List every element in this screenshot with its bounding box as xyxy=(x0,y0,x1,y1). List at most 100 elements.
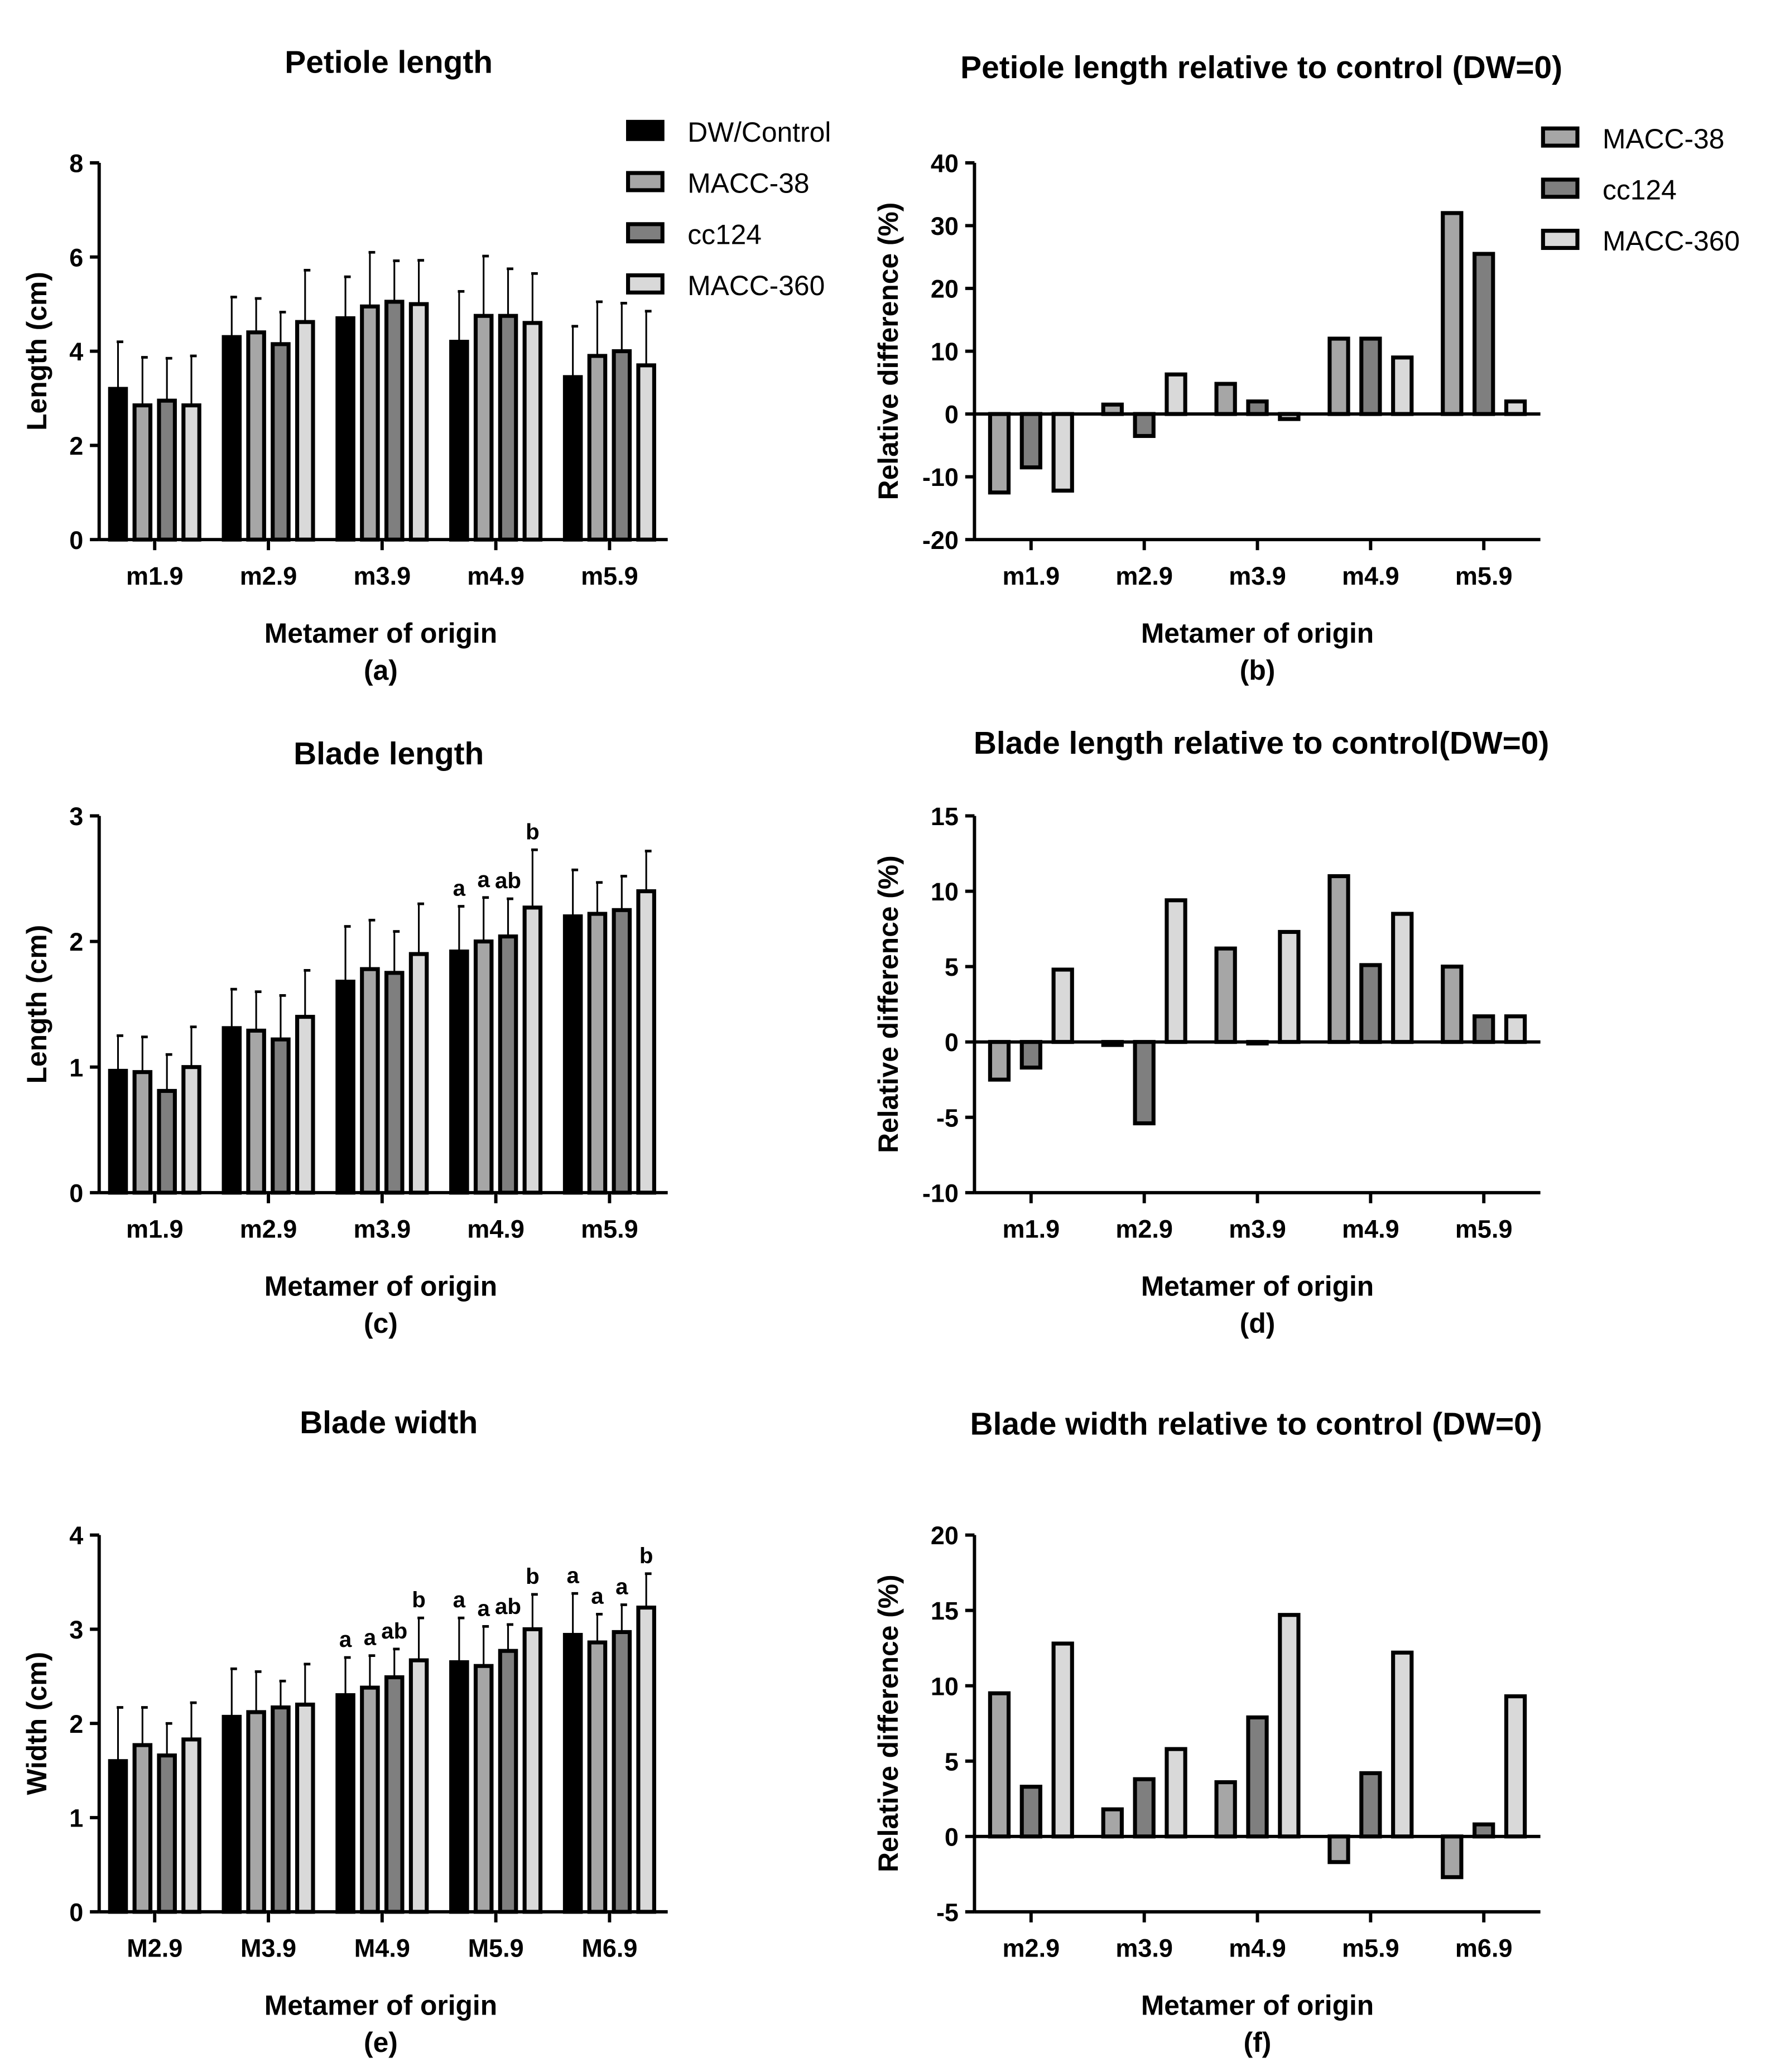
x-tick-label: m1.9 xyxy=(126,1215,184,1243)
significance-letter: a xyxy=(591,1583,604,1608)
x-tick-label: m5.9 xyxy=(581,1215,638,1243)
bar-dw-control xyxy=(562,914,583,1195)
bar-dw-control xyxy=(108,1759,128,1914)
legend-swatch xyxy=(626,222,665,244)
bar-cc124 xyxy=(157,1753,177,1914)
bar-cc124 xyxy=(612,908,632,1195)
legend-swatch xyxy=(626,171,665,192)
bar-cc124 xyxy=(271,1705,291,1914)
y-axis-label: Width (cm) xyxy=(21,1652,52,1795)
bar-macc-360 xyxy=(1165,1747,1187,1839)
chart-title: Blade length relative to control(DW=0) xyxy=(974,726,1550,761)
y-tick-label: 1 xyxy=(69,1804,83,1833)
bar-macc-360 xyxy=(636,1605,656,1914)
x-tick-label: m4.9 xyxy=(467,562,525,590)
bar-macc-360 xyxy=(1051,1641,1074,1839)
bar-macc-360 xyxy=(522,1627,543,1914)
bar-macc-38 xyxy=(1101,1040,1124,1047)
bar-cc124 xyxy=(1473,252,1495,416)
y-tick-label: 40 xyxy=(931,149,959,177)
bar-macc-38 xyxy=(132,1070,153,1195)
y-tick-label: -10 xyxy=(922,463,959,492)
y-tick-label: 3 xyxy=(69,802,83,831)
x-tick-label: M4.9 xyxy=(354,1934,410,1962)
panel-label: (d) xyxy=(1240,1308,1276,1339)
panel-label: (b) xyxy=(1240,654,1276,686)
bar-macc-38 xyxy=(1214,946,1237,1044)
bar-macc-360 xyxy=(295,1702,315,1914)
bar-cc124 xyxy=(384,300,405,542)
y-tick-label: 5 xyxy=(945,1747,959,1776)
chart-title: Blade length xyxy=(294,736,484,772)
y-tick-label: 0 xyxy=(945,1028,959,1057)
x-tick-label: m3.9 xyxy=(1229,1215,1286,1243)
bar-macc-360 xyxy=(1165,372,1187,416)
y-tick-label: 4 xyxy=(69,338,83,366)
bar-dw-control xyxy=(562,1632,583,1914)
bar-dw-control xyxy=(562,375,583,542)
bar-macc-38 xyxy=(1441,965,1464,1044)
y-tick-label: -20 xyxy=(922,526,959,555)
bar-cc124 xyxy=(1019,1785,1042,1839)
x-tick-label: m5.9 xyxy=(1455,1215,1513,1243)
bar-macc-38 xyxy=(1441,211,1464,416)
x-axis-label: Metamer of origin xyxy=(264,1271,497,1302)
bar-macc-38 xyxy=(587,1640,608,1914)
legend-swatch xyxy=(626,273,665,295)
x-axis-label: Metamer of origin xyxy=(1141,618,1374,649)
bar-macc-38 xyxy=(1101,402,1124,416)
bar-cc124 xyxy=(1246,1040,1269,1045)
legend-swatch xyxy=(626,119,665,141)
bar-macc-38 xyxy=(473,1664,494,1914)
bar-dw-control xyxy=(108,387,128,542)
x-tick-label: m1.9 xyxy=(1003,562,1060,590)
y-tick-label: 10 xyxy=(931,1672,959,1700)
y-tick-label: 1 xyxy=(69,1053,83,1082)
significance-letter: a xyxy=(453,1587,466,1612)
legend-label: MACC-38 xyxy=(1603,123,1724,155)
bar-macc-360 xyxy=(1051,967,1074,1044)
bar-macc-360 xyxy=(1051,412,1074,493)
y-tick-label: 6 xyxy=(69,243,83,272)
bar-dw-control xyxy=(335,316,355,542)
bar-macc-360 xyxy=(181,1737,201,1914)
significance-letter: b xyxy=(526,1564,540,1589)
panel-label: (e) xyxy=(364,2027,398,2058)
significance-letter: a xyxy=(566,1563,579,1588)
x-tick-label: m3.9 xyxy=(354,562,411,590)
y-tick-label: 20 xyxy=(931,275,959,303)
x-tick-label: m4.9 xyxy=(1342,562,1399,590)
bar-macc-360 xyxy=(522,321,543,542)
x-tick-label: m5.9 xyxy=(1342,1934,1399,1962)
x-tick-label: m3.9 xyxy=(1229,562,1286,590)
bar-cc124 xyxy=(1246,399,1269,416)
panel-label: (a) xyxy=(364,654,398,686)
bar-cc124 xyxy=(1473,1014,1495,1044)
bar-dw-control xyxy=(335,980,355,1195)
bar-macc-38 xyxy=(1327,874,1350,1044)
bar-dw-control xyxy=(222,335,242,542)
bar-macc-360 xyxy=(295,320,315,542)
bar-macc-360 xyxy=(1391,912,1414,1044)
bar-macc-38 xyxy=(1214,1780,1237,1839)
bar-macc-38 xyxy=(587,912,608,1195)
bar-macc-38 xyxy=(132,403,153,542)
x-tick-label: M3.9 xyxy=(240,1934,296,1962)
significance-letter: a xyxy=(477,867,490,892)
y-tick-label: 15 xyxy=(931,1597,959,1625)
legend-swatch xyxy=(1541,177,1580,199)
legend-label: DW/Control xyxy=(687,117,831,148)
bar-cc124 xyxy=(271,342,291,542)
x-tick-label: m4.9 xyxy=(467,1215,525,1243)
x-tick-label: m2.9 xyxy=(1115,562,1173,590)
bar-macc-38 xyxy=(360,304,380,542)
y-tick-label: -5 xyxy=(936,1898,959,1926)
bar-macc-360 xyxy=(1278,929,1301,1044)
y-tick-label: 30 xyxy=(931,212,959,240)
bar-macc-38 xyxy=(246,330,266,542)
y-tick-label: -10 xyxy=(922,1179,959,1207)
bar-cc124 xyxy=(612,349,632,542)
bar-cc124 xyxy=(1019,412,1042,470)
y-axis-label: Relative difference (%) xyxy=(873,203,904,500)
